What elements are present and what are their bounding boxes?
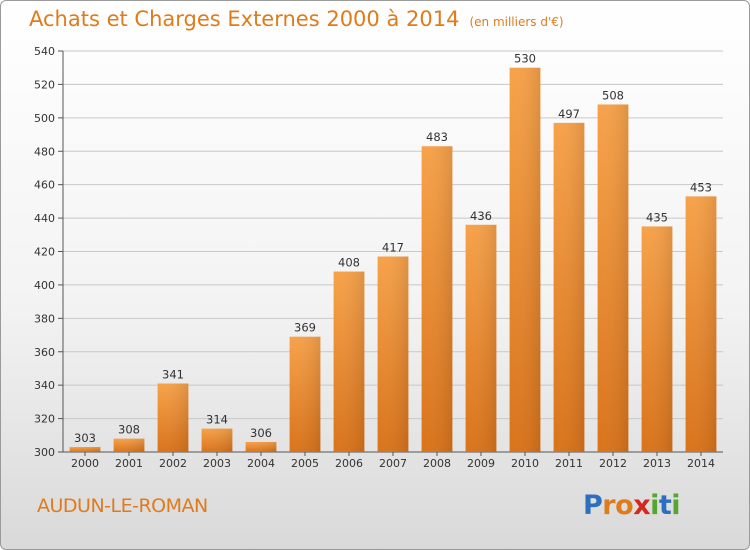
x-tick-label: 2012 <box>599 457 627 470</box>
x-tick-label: 2008 <box>423 457 451 470</box>
proxiti-logo: Proxiti <box>583 490 681 521</box>
value-label: 483 <box>426 130 448 144</box>
bar-2012 <box>597 104 629 452</box>
x-tick-label: 2002 <box>159 457 187 470</box>
bar-shade <box>597 104 629 452</box>
y-tick-label: 460 <box>34 179 55 192</box>
value-label: 508 <box>602 88 624 102</box>
value-label: 308 <box>118 423 140 437</box>
y-tick-labels: 300 320 340 360 380 400 420 440 460 480 500 520 540 <box>34 45 55 459</box>
y-tick-label: 320 <box>34 413 55 426</box>
bar-shade <box>289 336 321 452</box>
logo-letter: t <box>658 490 672 521</box>
value-label: 306 <box>250 426 272 440</box>
value-label: 453 <box>690 180 712 194</box>
bar-2010 <box>509 67 541 452</box>
logo-letter: o <box>615 490 634 521</box>
x-tick-label: 2007 <box>379 457 407 470</box>
unit-label: (en milliers d'€) <box>469 15 564 29</box>
bar-shade <box>245 441 277 452</box>
value-label: 303 <box>74 431 96 445</box>
bar-2014 <box>685 196 717 452</box>
bar-2006 <box>333 271 365 452</box>
bar-shade <box>157 383 189 452</box>
y-tick-label: 420 <box>34 246 55 259</box>
bar-2011 <box>553 122 585 453</box>
x-tick-label: 2001 <box>115 457 143 470</box>
y-tick-label: 480 <box>34 145 55 158</box>
chart-title: Achats et Charges Externes 2000 à 2014 (e… <box>29 7 564 31</box>
value-label: 314 <box>206 413 228 427</box>
x-tick-label: 2004 <box>247 457 275 470</box>
bar-shade <box>553 122 585 453</box>
bar-shade <box>465 224 497 452</box>
value-label: 497 <box>558 107 580 121</box>
x-tick-label: 2014 <box>687 457 715 470</box>
bar-2001 <box>113 438 145 452</box>
logo-letter: i <box>671 490 681 521</box>
bars <box>69 67 717 453</box>
value-label: 369 <box>294 321 316 335</box>
x-tick-label: 2009 <box>467 457 495 470</box>
logo-letter: i <box>650 490 659 521</box>
x-tick-label: 2006 <box>335 457 363 470</box>
x-tick-label: 2011 <box>555 457 583 470</box>
bar-2002 <box>157 383 189 452</box>
value-label: 436 <box>470 209 492 223</box>
bar-shade <box>377 256 409 452</box>
y-tick-label: 300 <box>34 446 55 459</box>
bar-2003 <box>201 428 233 452</box>
bar-shade <box>641 226 673 452</box>
value-label: 435 <box>646 210 668 224</box>
y-tick-label: 340 <box>34 379 55 392</box>
y-tick-label: 520 <box>34 78 55 91</box>
logo-letter: x <box>633 490 651 521</box>
x-tick-label: 2003 <box>203 457 231 470</box>
bar-2009 <box>465 224 497 452</box>
value-label: 341 <box>162 367 184 381</box>
x-tick-labels: 2000 2001 2002 2003 2004 2005 2006 2007 2008 2009… <box>71 457 715 470</box>
x-tick-label: 2005 <box>291 457 319 470</box>
bar-2007 <box>377 256 409 452</box>
bar-2004 <box>245 441 277 452</box>
logo-letter: r <box>602 490 616 521</box>
bar-shade <box>421 146 453 453</box>
bar-shade <box>509 67 541 452</box>
y-tick-label: 500 <box>34 112 55 125</box>
x-tick-label: 2010 <box>511 457 539 470</box>
bar-shade <box>69 446 101 452</box>
bar-2013 <box>641 226 673 452</box>
bar-2000 <box>69 446 101 452</box>
y-tick-label: 400 <box>34 279 55 292</box>
x-tick-label: 2013 <box>643 457 671 470</box>
title-text: Achats et Charges Externes 2000 à 2014 <box>29 7 460 31</box>
y-tick-label: 440 <box>34 212 55 225</box>
bar-2005 <box>289 336 321 452</box>
x-tick-label: 2000 <box>71 457 99 470</box>
bar-shade <box>113 438 145 452</box>
logo-letter: P <box>583 490 603 521</box>
bar-shade <box>685 196 717 452</box>
value-label: 408 <box>338 256 360 270</box>
value-labels: 303 308 341 314 306 369 408 417 483 436 530 497 508 4… <box>74 52 712 445</box>
bar-2008 <box>421 146 453 453</box>
y-tick-label: 380 <box>34 312 55 325</box>
value-label: 417 <box>382 241 404 255</box>
bar-shade <box>333 271 365 452</box>
value-label: 530 <box>514 52 536 66</box>
bar-shade <box>201 428 233 452</box>
y-tick-label: 540 <box>34 45 55 58</box>
y-tick-label: 360 <box>34 346 55 359</box>
commune-name: AUDUN-LE-ROMAN <box>37 495 208 517</box>
